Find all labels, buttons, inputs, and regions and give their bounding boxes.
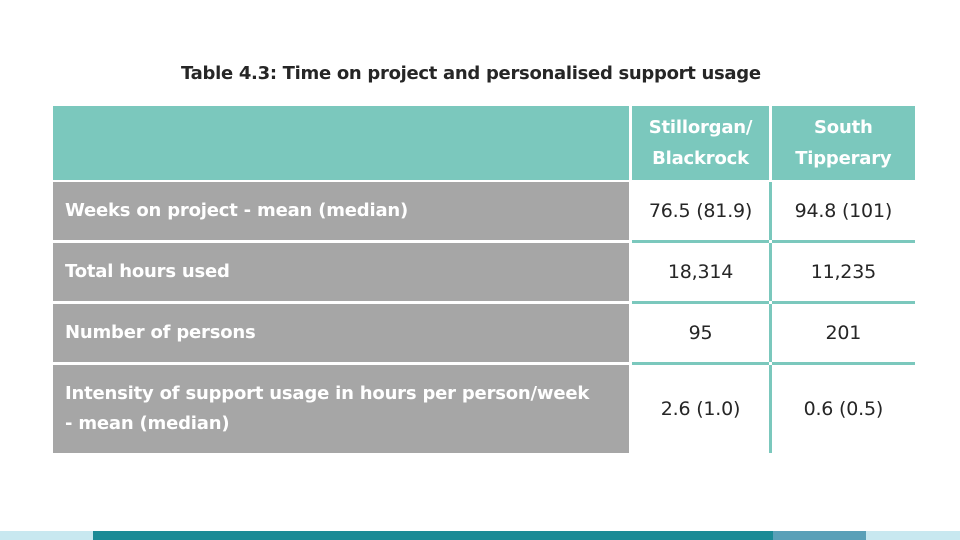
column-header-line: Stillorgan/ bbox=[648, 117, 753, 138]
cell-value: 94.8 (101) bbox=[771, 182, 915, 240]
footer-accent-bar bbox=[0, 531, 960, 540]
column-header-line: Blackrock bbox=[652, 148, 749, 169]
column-header-line: South bbox=[814, 117, 873, 138]
cell-value: 95 bbox=[632, 304, 769, 362]
row-label: Intensity of support usage in hours per … bbox=[53, 365, 630, 453]
table-header-row: Stillorgan/ Blackrock South Tipperary bbox=[53, 106, 915, 180]
column-header-line: Tipperary bbox=[795, 148, 892, 169]
cell-value: 18,314 bbox=[632, 243, 769, 301]
row-label: Weeks on project - mean (median) bbox=[53, 182, 630, 240]
cell-value: 2.6 (1.0) bbox=[632, 365, 769, 453]
cell-value: 76.5 (81.9) bbox=[632, 182, 769, 240]
table-row: Number of persons 95 201 bbox=[53, 304, 915, 362]
table-caption: Table 4.3: Time on project and personali… bbox=[181, 63, 761, 84]
table-row: Intensity of support usage in hours per … bbox=[53, 365, 915, 453]
cell-value: 11,235 bbox=[771, 243, 915, 301]
data-table: Stillorgan/ Blackrock South Tipperary We… bbox=[53, 106, 915, 453]
cell-value: 201 bbox=[771, 304, 915, 362]
header-empty-cell bbox=[53, 106, 630, 180]
table-row: Total hours used 18,314 11,235 bbox=[53, 243, 915, 301]
row-label-line: Intensity of support usage in hours per … bbox=[65, 383, 590, 404]
table-row: Weeks on project - mean (median) 76.5 (8… bbox=[53, 182, 915, 240]
row-label: Number of persons bbox=[53, 304, 630, 362]
cell-value: 0.6 (0.5) bbox=[771, 365, 915, 453]
row-label: Total hours used bbox=[53, 243, 630, 301]
column-header-south-tipperary: South Tipperary bbox=[771, 106, 915, 180]
row-label-line: - mean (median) bbox=[65, 413, 230, 434]
column-header-stillorgan: Stillorgan/ Blackrock bbox=[632, 106, 769, 180]
